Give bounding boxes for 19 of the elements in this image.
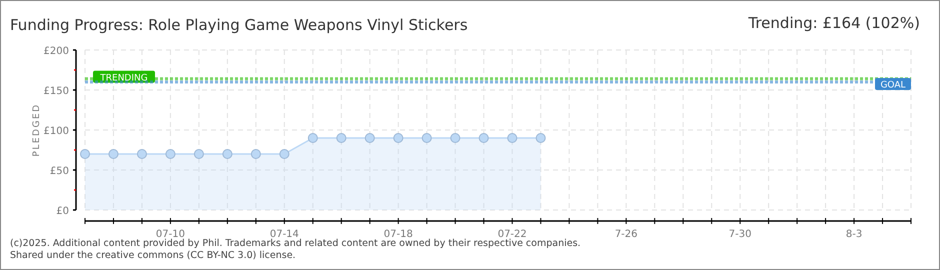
x-tick-label: 07-22 bbox=[498, 229, 527, 240]
text: (c)2025. Additional content provided by Phil. Trademarks and related content are owned by their respective companies. bbox=[10, 238, 581, 249]
chart-subtitle: Trending: £164 (102%) bbox=[747, 14, 920, 32]
y-tick-label: £0 bbox=[56, 206, 69, 217]
y-tick-label: £200 bbox=[44, 46, 69, 57]
ref-line-label: TRENDING bbox=[99, 73, 148, 84]
x-tick-label: 07-10 bbox=[156, 229, 185, 240]
text: Shared under the creative commons (CC BY-NC 3.0) license. bbox=[10, 250, 296, 261]
ref-line-label: GOAL bbox=[880, 80, 906, 90]
x-tick-label: 7-26 bbox=[614, 229, 638, 240]
chart-title: Funding Progress: Role Playing Game Weapons Vinyl Stickers bbox=[10, 16, 468, 34]
y-tick-label: £150 bbox=[44, 86, 69, 97]
y-axis-title: PLEDGED bbox=[32, 103, 42, 157]
x-tick-label: 7-30 bbox=[728, 229, 752, 240]
x-tick-label: 07-14 bbox=[270, 229, 299, 240]
x-tick-label: 8-3 bbox=[846, 229, 862, 240]
y-tick-label: £100 bbox=[44, 126, 69, 137]
y-tick-label: £50 bbox=[50, 166, 69, 177]
x-tick-label: 07-18 bbox=[384, 229, 413, 240]
